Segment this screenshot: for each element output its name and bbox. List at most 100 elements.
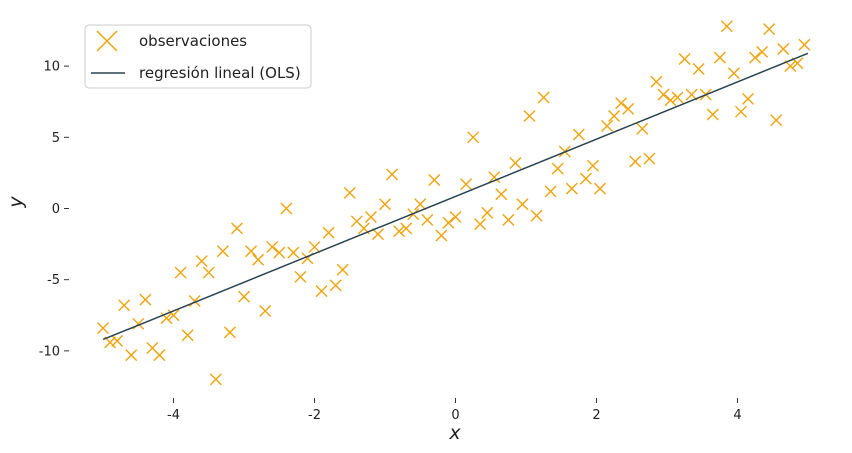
data-point [544,185,557,198]
data-point [777,43,790,56]
data-point [364,211,377,224]
data-point [188,295,201,308]
data-point [202,266,215,279]
data-point [770,114,783,127]
data-point [195,255,208,268]
data-point [216,245,229,258]
data-point [421,213,434,226]
data-point [495,188,508,201]
data-point [537,91,550,104]
y-tick-label: 0 [52,202,60,217]
data-point [273,246,286,259]
x-tick-label: -2 [308,408,321,423]
legend-label-observaciones: observaciones [139,32,247,50]
data-point [692,62,705,75]
data-point [252,253,265,266]
y-tick-label: 5 [52,131,60,146]
data-point [579,172,592,185]
regression-line [102,52,809,341]
data-point [336,263,349,276]
data-point [734,105,747,118]
data-point [601,119,614,132]
data-point [245,245,258,258]
data-point [713,51,726,64]
data-point [139,293,152,306]
plot-area [97,20,811,386]
data-point [174,266,187,279]
data-point [329,279,342,292]
data-point [502,213,515,226]
data-point [343,186,356,199]
data-point [118,299,131,312]
data-point [181,329,194,342]
data-point [798,38,811,51]
data-point [414,198,427,211]
x-tick-label: -4 [167,408,180,423]
y-tick-label: -5 [47,273,60,288]
data-point [657,88,670,101]
data-point [223,326,236,339]
data-point [756,45,769,58]
data-point [509,156,522,169]
data-point [727,67,740,80]
data-point [749,51,762,64]
data-point [516,198,529,211]
data-point [308,240,321,253]
y-tick-label: 10 [43,60,60,75]
data-point [530,209,543,222]
data-point [586,159,599,172]
data-point [238,290,251,303]
x-tick-label: 0 [451,408,459,423]
data-point [230,222,243,235]
data-point [259,305,272,317]
data-point [474,218,487,231]
data-point [209,373,222,386]
data-point [664,94,677,107]
data-point [428,174,441,187]
data-point [287,246,300,259]
data-point [132,317,145,330]
data-point [650,75,663,88]
data-point [720,20,733,33]
data-point [608,109,621,122]
x-tick-label: 4 [733,408,741,423]
data-point [742,92,755,105]
data-point [294,270,307,283]
data-point [435,229,448,242]
data-point [523,109,536,122]
data-point [622,102,635,115]
legend: observaciones regresión lineal (OLS) [84,24,312,89]
data-point [488,171,501,184]
data-point [97,322,110,335]
data-point [551,162,564,175]
data-point [379,198,392,211]
data-point [565,182,578,195]
y-tick-label: -10 [39,344,60,359]
data-point [266,240,279,253]
data-point [467,131,480,144]
data-point [153,349,166,362]
data-point [125,349,138,362]
data-point [678,53,691,66]
x-axis: -4 -2 0 2 4 [167,398,742,423]
data-point [594,182,606,195]
data-point [280,202,293,215]
data-point [572,128,585,141]
data-point [393,225,406,238]
data-point [371,228,384,241]
data-point [671,91,684,104]
data-point [400,222,413,235]
data-point [706,108,719,121]
data-point [322,226,335,239]
data-point [111,334,124,347]
legend-box [84,24,312,89]
data-point [460,178,473,191]
data-point [636,122,649,135]
y-axis-label: y [5,196,27,209]
y-axis: -10 -5 0 5 10 [39,60,69,359]
x-axis-label: x [448,422,461,444]
data-point [643,152,656,165]
legend-marker-observaciones [96,30,118,52]
data-point [763,23,776,36]
